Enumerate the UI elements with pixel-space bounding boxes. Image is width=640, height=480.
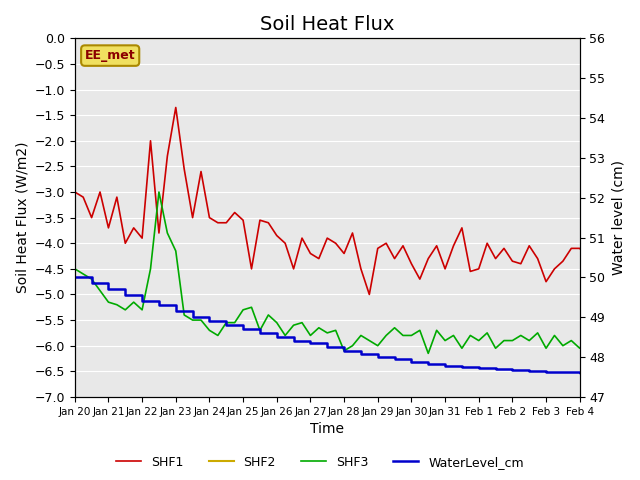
SHF3 bbox=[155, 189, 163, 195]
WaterLevel_cm bbox=[576, 370, 584, 376]
WaterLevel_cm bbox=[627, 366, 634, 372]
Y-axis label: Soil Heat Flux (W/m2): Soil Heat Flux (W/m2) bbox=[15, 142, 29, 293]
Line: SHF1: SHF1 bbox=[75, 108, 640, 294]
SHF1 bbox=[104, 225, 112, 231]
SHF3 bbox=[197, 317, 205, 323]
SHF3 bbox=[483, 330, 491, 336]
SHF3 bbox=[223, 320, 230, 325]
WaterLevel_cm bbox=[307, 340, 314, 346]
X-axis label: Time: Time bbox=[310, 422, 344, 436]
Line: WaterLevel_cm: WaterLevel_cm bbox=[75, 42, 640, 373]
Line: SHF3: SHF3 bbox=[75, 192, 640, 382]
SHF3 bbox=[71, 266, 79, 272]
SHF1 bbox=[223, 220, 230, 226]
WaterLevel_cm bbox=[424, 361, 432, 367]
Title: Soil Heat Flux: Soil Heat Flux bbox=[260, 15, 394, 34]
SHF1 bbox=[71, 189, 79, 195]
Legend: SHF1, SHF2, SHF3, WaterLevel_cm: SHF1, SHF2, SHF3, WaterLevel_cm bbox=[111, 451, 529, 474]
Text: EE_met: EE_met bbox=[85, 49, 136, 62]
SHF3 bbox=[256, 327, 264, 333]
Y-axis label: Water level (cm): Water level (cm) bbox=[611, 160, 625, 275]
SHF1 bbox=[172, 105, 180, 110]
SHF1 bbox=[365, 291, 373, 297]
WaterLevel_cm bbox=[71, 275, 79, 280]
WaterLevel_cm bbox=[273, 334, 280, 340]
